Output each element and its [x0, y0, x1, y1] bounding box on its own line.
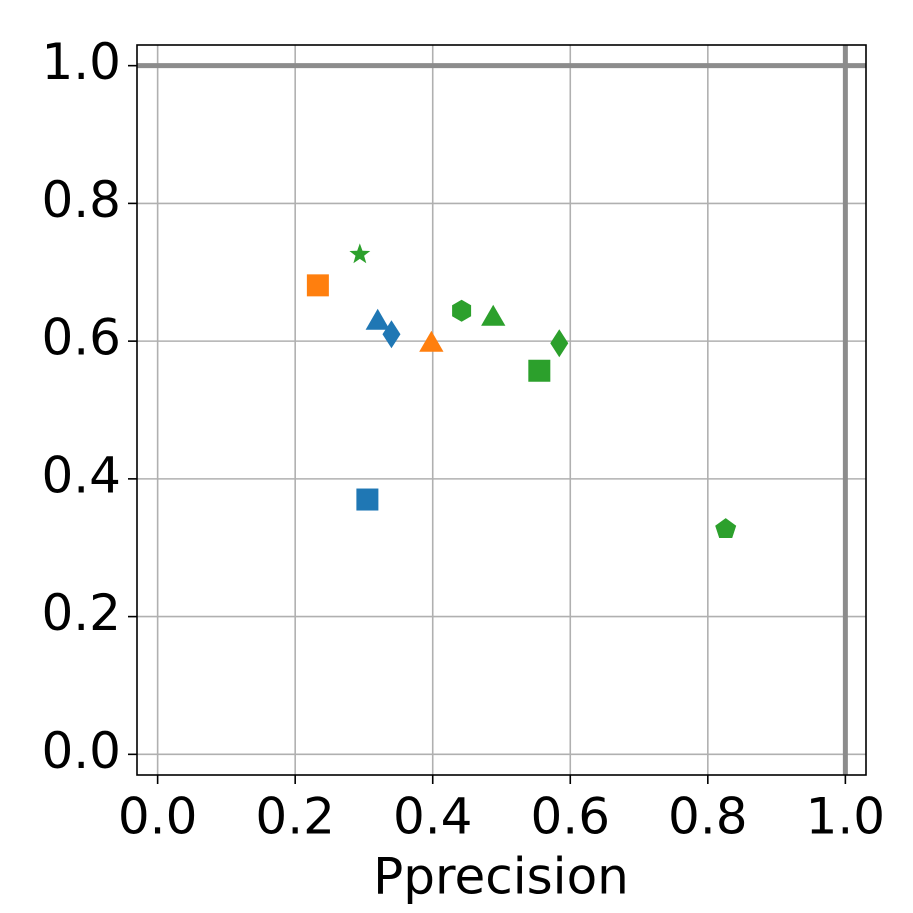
y-tick-label: 0.0 [41, 722, 121, 780]
x-tick-label: 0.4 [393, 788, 473, 846]
scatter-point [306, 274, 329, 297]
scatter-point [365, 308, 390, 330]
x-tick-label: 0.0 [118, 788, 198, 846]
scatter-point [349, 243, 371, 264]
scatter-point [481, 304, 506, 326]
x-axis-label: Pprecision [373, 848, 629, 906]
plot-frame [136, 44, 867, 776]
y-tick-label: 0.6 [41, 309, 121, 367]
y-tick-label: 1.0 [41, 33, 121, 91]
scatter-point [419, 330, 444, 352]
y-tick-label: 0.8 [41, 171, 121, 229]
scatter-point [550, 329, 569, 358]
scatter-point [452, 299, 472, 322]
scatter-point [715, 518, 737, 538]
y-tick-label: 0.2 [41, 584, 121, 642]
x-tick-label: 0.2 [255, 788, 335, 846]
x-tick-label: 0.6 [531, 788, 611, 846]
scatter-point [382, 320, 401, 349]
scatter-point [528, 359, 551, 382]
x-tick-label: 1.0 [806, 788, 886, 846]
x-tick-label: 0.8 [668, 788, 748, 846]
y-tick-label: 0.4 [41, 446, 121, 504]
scatter-point [356, 488, 379, 511]
